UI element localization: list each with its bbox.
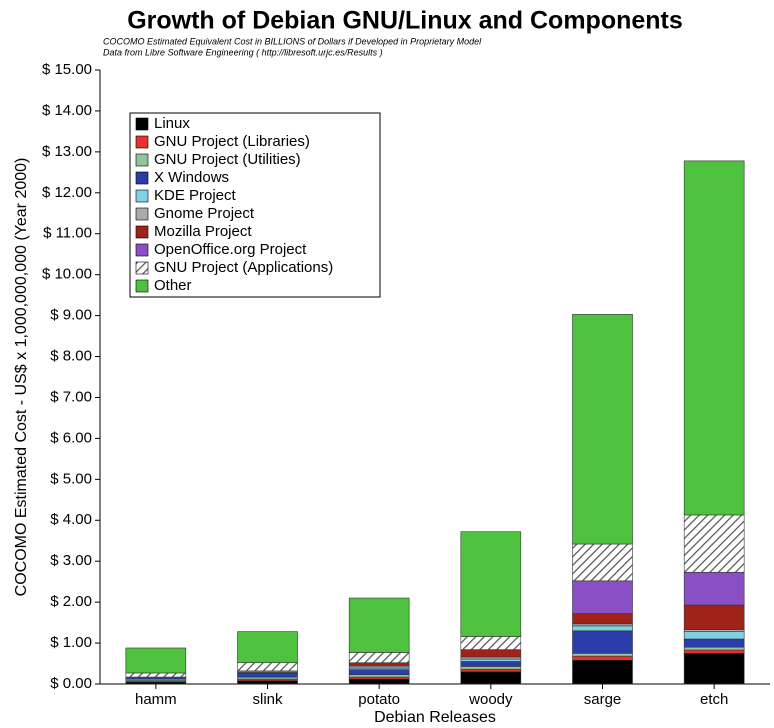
bar-segment <box>572 652 633 657</box>
bar-segment <box>572 630 633 654</box>
legend-label: X Windows <box>154 169 229 186</box>
bar-segment <box>348 674 410 678</box>
y-tick-label: $ 8.00 <box>50 348 92 365</box>
legend-label: GNU Project (Applications) <box>154 259 333 276</box>
bar-segment <box>125 681 187 685</box>
bar-segment <box>460 649 522 658</box>
y-tick-label: $ 1.00 <box>50 634 92 651</box>
legend-label: Linux <box>154 115 190 132</box>
bar-segment <box>683 160 745 516</box>
bar-segment <box>460 661 522 667</box>
bar-segment <box>460 671 522 685</box>
bar-segment <box>460 666 522 670</box>
y-tick-label: $ 2.00 <box>50 593 92 610</box>
bar-segment <box>683 652 745 685</box>
bar-segment <box>460 668 522 673</box>
bar-segment <box>348 597 410 653</box>
y-tick-label: $ 12.00 <box>42 184 92 201</box>
bar-segment <box>348 678 410 685</box>
subtitle: COCOMO Estimated Equivalent Cost in BILL… <box>103 36 482 46</box>
y-tick-label: $ 11.00 <box>43 225 92 242</box>
bar-segment <box>348 676 410 680</box>
bar-segment <box>237 680 298 685</box>
bar-segment <box>348 662 410 667</box>
bar-segment <box>683 514 745 573</box>
legend-swatch <box>135 171 149 185</box>
y-axis-label: COCOMO Estimated Cost - US$ x 1,000,000,… <box>13 158 30 597</box>
bar-segment <box>125 647 187 674</box>
legend-box <box>129 112 381 298</box>
bar-segment <box>348 652 410 664</box>
legend-swatch <box>135 189 149 203</box>
legend-label: Mozilla Project <box>154 223 252 240</box>
bar-segment <box>572 625 633 632</box>
subtitle: Data from Libre Software Engineering ( h… <box>103 47 383 57</box>
bar-segment <box>683 646 745 651</box>
legend-label: GNU Project (Utilities) <box>154 151 301 168</box>
x-tick-label: potato <box>358 691 400 708</box>
bar-segment <box>683 631 745 640</box>
legend-label: OpenOffice.org Project <box>154 241 307 258</box>
chart-title: Growth of Debian GNU/Linux and Component… <box>127 7 683 35</box>
bar-segment <box>683 638 745 648</box>
bar-segment <box>125 672 187 678</box>
legend-label: Gnome Project <box>154 205 255 222</box>
bar-segment <box>237 676 298 680</box>
legend-label: KDE Project <box>154 187 237 204</box>
bar-segment <box>683 649 745 654</box>
x-tick-label: slink <box>252 691 283 708</box>
x-tick-label: sarge <box>584 691 622 708</box>
bar-segment <box>237 662 298 672</box>
x-axis-label: Debian Releases <box>374 709 496 726</box>
bar-segment <box>683 629 745 632</box>
y-tick-label: $ 9.00 <box>50 307 92 324</box>
x-tick-label: woody <box>468 691 513 708</box>
y-tick-label: $ 0.00 <box>50 675 92 692</box>
bar-segment <box>348 669 410 675</box>
y-tick-label: $ 15.00 <box>42 61 92 78</box>
legend-label: GNU Project (Libraries) <box>154 133 310 150</box>
bar-segment <box>460 531 522 637</box>
bar-segment <box>237 631 298 664</box>
bar-segment <box>348 665 410 669</box>
bar-segment <box>683 571 745 606</box>
bar-segment <box>572 655 633 661</box>
legend-swatch <box>135 153 149 167</box>
legend-swatch <box>135 243 149 257</box>
bar-segment <box>572 659 633 685</box>
bar-segment <box>460 636 522 650</box>
bar-segment <box>125 676 187 680</box>
legend-swatch <box>135 207 149 221</box>
bar-segment <box>572 314 633 545</box>
legend-swatch <box>135 117 149 131</box>
bar-segment <box>460 656 522 660</box>
legend-swatch <box>135 135 149 149</box>
x-tick-label: hamm <box>135 691 177 708</box>
legend-swatch <box>135 279 149 293</box>
y-tick-label: $ 5.00 <box>50 470 92 487</box>
y-tick-label: $ 14.00 <box>42 102 92 119</box>
bar-segment <box>460 658 522 662</box>
x-tick-label: etch <box>700 691 728 708</box>
y-tick-label: $ 6.00 <box>50 429 92 446</box>
bar-segment <box>683 604 745 630</box>
bar-segment <box>572 613 633 625</box>
bar-segment <box>572 623 633 627</box>
bar-segment <box>237 672 298 678</box>
bar-segment <box>572 543 633 582</box>
legend-swatch <box>135 261 149 275</box>
y-tick-label: $ 4.00 <box>50 511 92 528</box>
y-tick-label: $ 3.00 <box>50 552 92 569</box>
y-tick-label: $ 13.00 <box>42 143 92 160</box>
y-tick-label: $ 7.00 <box>50 388 92 405</box>
legend-label: Other <box>154 277 192 294</box>
bar-segment <box>572 580 633 614</box>
legend-swatch <box>135 225 149 239</box>
y-tick-label: $ 10.00 <box>42 266 92 283</box>
